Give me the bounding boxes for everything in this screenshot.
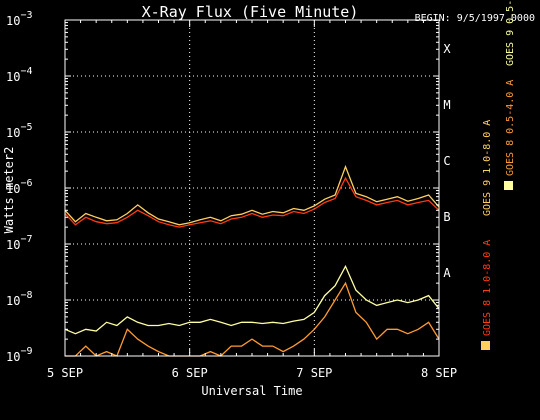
series-layer: [64, 164, 440, 357]
legend-swatch: [481, 341, 490, 350]
y-tick-label: 10−9: [6, 346, 33, 364]
y-axis-label: Watts meter2: [2, 147, 16, 234]
flare-class-label: A: [443, 266, 451, 280]
legend-label: GOES 8 1.0-8.0 A: [482, 240, 493, 336]
y-tick-label: 10−3: [6, 10, 33, 28]
legend-swatch: [504, 181, 513, 190]
series-line: [64, 176, 440, 228]
y-tick-label: 10−8: [6, 290, 33, 308]
y-tick-label: 10−7: [6, 234, 33, 252]
flare-class-label: M: [443, 98, 450, 112]
flare-class-label: B: [443, 210, 450, 224]
legend-label: GOES 9 1.0-8.0 A: [482, 120, 493, 216]
grid-lines: [65, 20, 439, 356]
begin-label: BEGIN: 9/5/1997 0000: [415, 13, 535, 24]
y-tick-label: 10−6: [6, 178, 33, 196]
legend-label: GOES 9 0.5-4.0 A: [505, 0, 516, 66]
series-line: [65, 281, 440, 357]
y-tick-label: 10−5: [6, 122, 33, 140]
x-tick-label: 8 SEP: [421, 366, 457, 380]
x-tick-label: 7 SEP: [296, 366, 332, 380]
x-tick-label: 5 SEP: [47, 366, 83, 380]
chart-title: X-Ray Flux (Five Minute): [142, 3, 359, 21]
x-axis-label: Universal Time: [201, 384, 302, 398]
legend: GOES 8 1.0-8.0 A GOES 9 1.0-8.0 A GOES 8 0…: [481, 0, 516, 350]
y-tick-label: 10−4: [6, 66, 33, 84]
x-tick-label: 6 SEP: [172, 366, 208, 380]
flare-class-label: C: [443, 154, 450, 168]
flare-class-label: X: [443, 42, 451, 56]
series-line: [64, 264, 440, 335]
series-line: [64, 164, 440, 226]
axes: 10−9 10−8 10−7 10−6 10−5 10−4 10−3 5 SEP 6 SEP 7 …: [6, 10, 457, 380]
legend-label: GOES 8 0.5-4.0 A: [505, 80, 516, 176]
